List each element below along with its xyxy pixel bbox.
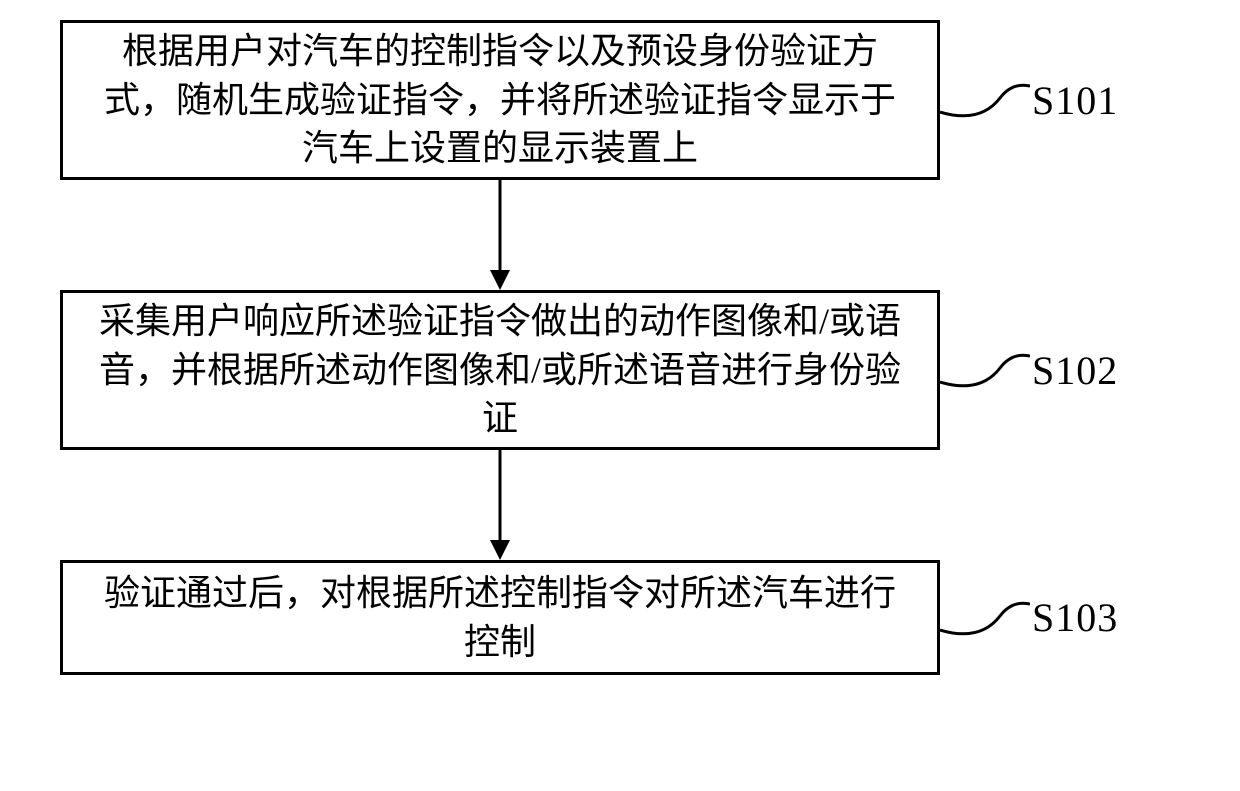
flow-step-box: 验证通过后，对根据所述控制指令对所述汽车进行控制 xyxy=(60,560,940,675)
flow-step-text: 采集用户响应所述验证指令做出的动作图像和/或语音，并根据所述动作图像和/或所述语… xyxy=(93,297,907,443)
flow-step-label: S101 xyxy=(1032,77,1118,124)
flow-step-text: 验证通过后，对根据所述控制指令对所述汽车进行控制 xyxy=(93,569,907,666)
connector-curve xyxy=(940,80,1030,120)
flow-arrow xyxy=(60,450,940,560)
flowchart-container: 根据用户对汽车的控制指令以及预设身份验证方式，随机生成验证指令，并将所述验证指令… xyxy=(60,20,1180,675)
connector-curve xyxy=(940,598,1030,638)
flow-step-label: S102 xyxy=(1032,347,1118,394)
flow-step-text: 根据用户对汽车的控制指令以及预设身份验证方式，随机生成验证指令，并将所述验证指令… xyxy=(93,27,907,173)
flow-step-box: 根据用户对汽车的控制指令以及预设身份验证方式，随机生成验证指令，并将所述验证指令… xyxy=(60,20,940,180)
flow-step-box: 采集用户响应所述验证指令做出的动作图像和/或语音，并根据所述动作图像和/或所述语… xyxy=(60,290,940,450)
flow-step-row: 采集用户响应所述验证指令做出的动作图像和/或语音，并根据所述动作图像和/或所述语… xyxy=(60,290,1180,450)
connector-curve xyxy=(940,350,1030,390)
flow-step-row: 验证通过后，对根据所述控制指令对所述汽车进行控制 S103 xyxy=(60,560,1180,675)
flow-step-label: S103 xyxy=(1032,594,1118,641)
flow-step-row: 根据用户对汽车的控制指令以及预设身份验证方式，随机生成验证指令，并将所述验证指令… xyxy=(60,20,1180,180)
flow-arrow xyxy=(60,180,940,290)
